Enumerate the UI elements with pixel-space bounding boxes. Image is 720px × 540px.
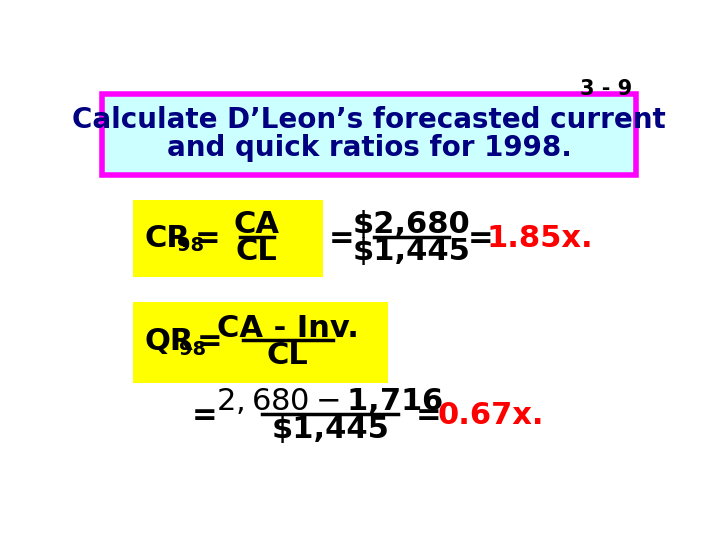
Text: QR: QR — [144, 327, 194, 356]
Text: $2,680: $2,680 — [353, 210, 470, 239]
Text: $1,445: $1,445 — [353, 238, 471, 266]
Text: 3 - 9: 3 - 9 — [580, 79, 632, 99]
Text: CA: CA — [233, 210, 279, 239]
Text: =: = — [415, 401, 441, 430]
Text: 1.85x.: 1.85x. — [487, 224, 593, 253]
Text: 98: 98 — [177, 237, 204, 255]
Text: CL: CL — [266, 341, 308, 370]
FancyBboxPatch shape — [102, 94, 636, 175]
Text: =: = — [197, 327, 222, 356]
FancyBboxPatch shape — [132, 302, 388, 383]
Text: $1,445: $1,445 — [271, 415, 390, 443]
Text: 98: 98 — [179, 340, 206, 359]
Text: =: = — [467, 224, 493, 253]
Text: CR: CR — [144, 224, 190, 253]
Text: 0.67x.: 0.67x. — [437, 401, 544, 430]
Text: CA - Inv.: CA - Inv. — [217, 314, 359, 343]
FancyBboxPatch shape — [132, 200, 323, 276]
Text: $2,680 - $1,716: $2,680 - $1,716 — [217, 386, 444, 416]
Text: and quick ratios for 1998.: and quick ratios for 1998. — [166, 134, 572, 162]
Text: =: = — [194, 224, 220, 253]
Text: =: = — [329, 224, 355, 253]
Text: Calculate D’Leon’s forecasted current: Calculate D’Leon’s forecasted current — [72, 106, 666, 134]
Text: CL: CL — [235, 238, 277, 266]
Text: =: = — [192, 401, 217, 430]
